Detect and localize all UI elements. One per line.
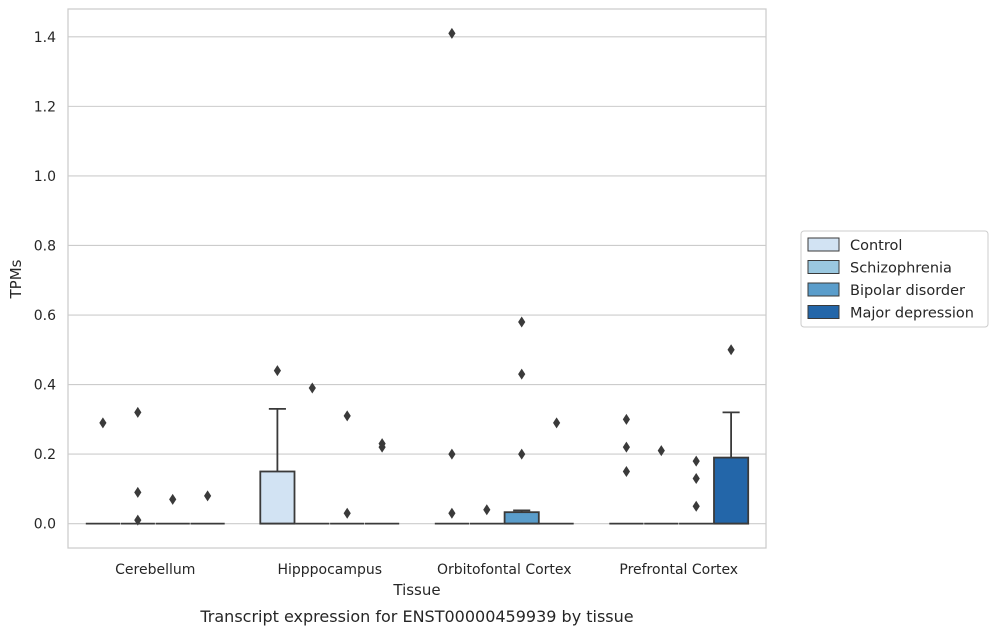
legend: Control Schizophrenia Bipolar disorder Majo…: [800, 230, 989, 328]
outlier-point: [448, 27, 456, 39]
box-control: [434, 27, 470, 525]
outlier-point: [378, 441, 386, 453]
outlier-point: [622, 441, 630, 453]
legend-item: Control: [807, 237, 902, 254]
box-bipolar-disorder: [503, 316, 540, 525]
plot-frame: [67, 8, 767, 549]
legend-item: Bipolar disorder: [807, 282, 965, 299]
legend-swatch: [807, 260, 840, 274]
outlier-point: [343, 507, 351, 519]
box-groups: [85, 27, 750, 526]
x-tick-label: Prefrontal Cortex: [619, 562, 738, 578]
box-body: [259, 470, 296, 525]
y-axis-label: TPMs: [7, 259, 25, 299]
y-tick-label: 0.2: [34, 447, 56, 463]
y-tick-label: 1.0: [34, 169, 56, 185]
outlier-point: [657, 445, 665, 457]
legend-swatch: [807, 282, 840, 297]
legend-swatch: [807, 237, 840, 252]
outlier-point: [483, 504, 491, 516]
outlier-point: [518, 368, 526, 380]
outlier-point: [622, 413, 630, 425]
y-tick-label: 0.0: [34, 517, 56, 533]
legend-label: Major depression: [850, 306, 974, 322]
box-major-depression: [364, 438, 400, 525]
box-schizophrenia: [469, 504, 504, 525]
legend-label: Schizophrenia: [850, 261, 952, 277]
outlier-point: [308, 382, 316, 394]
box-major-depression: [190, 490, 225, 525]
category-group: [259, 365, 400, 525]
legend-frame: [800, 230, 989, 328]
outlier-point: [134, 406, 142, 418]
box-control: [259, 365, 296, 525]
x-tick-label: Hipppocampus: [277, 562, 382, 578]
box-schizophrenia: [295, 382, 330, 525]
outlier-point: [692, 455, 700, 467]
outlier-point: [448, 507, 456, 519]
box-bipolar-disorder: [155, 493, 190, 525]
outlier-point: [134, 514, 142, 526]
y-tick-label: 1.2: [34, 99, 56, 115]
outlier-point: [518, 448, 526, 460]
outlier-point: [169, 493, 177, 505]
outlier-point: [273, 365, 281, 377]
box-control: [85, 417, 121, 525]
chart-caption: Transcript expression for ENST0000045993…: [199, 607, 633, 626]
outlier-point: [518, 316, 526, 328]
box-body: [713, 456, 750, 525]
outlier-point: [204, 490, 212, 502]
y-tick-label: 0.8: [34, 238, 56, 254]
outlier-point: [99, 417, 107, 429]
outlier-point: [134, 486, 142, 498]
grid-lines: [68, 36, 766, 525]
legend-label: Bipolar disorder: [850, 283, 965, 299]
box-body: [503, 511, 540, 525]
category-group: [85, 406, 225, 526]
y-tick-label: 0.4: [34, 378, 56, 394]
outlier-point: [448, 448, 456, 460]
outlier-point: [692, 472, 700, 484]
box-bipolar-disorder: [679, 455, 714, 525]
legend-item: Major depression: [807, 305, 974, 322]
outlier-point: [343, 410, 351, 422]
x-axis-ticks: Cerebellum Hipppocampus Orbitofontal Corte…: [115, 562, 738, 578]
legend-item: Schizophrenia: [807, 260, 952, 277]
legend-label: Control: [850, 238, 902, 254]
y-tick-label: 0.6: [34, 308, 56, 324]
category-group: [434, 27, 574, 525]
box-control: [609, 413, 644, 525]
outlier-point: [553, 417, 561, 429]
box-schizophrenia: [644, 445, 679, 525]
box-schizophrenia: [120, 406, 155, 526]
outlier-point: [622, 465, 630, 477]
y-axis-ticks: 0.0 0.2 0.4 0.6 0.8 1.0 1.2 1.4: [34, 30, 56, 533]
box-major-depression: [713, 344, 750, 525]
x-tick-label: Cerebellum: [115, 562, 195, 578]
x-tick-label: Orbitofontal Cortex: [437, 562, 572, 578]
outlier-point: [727, 344, 735, 356]
y-tick-label: 1.4: [34, 30, 56, 46]
outlier-point: [692, 500, 700, 512]
box-major-depression: [539, 417, 574, 525]
category-group: [609, 344, 750, 525]
x-axis-label: Tissue: [392, 581, 440, 599]
box-bipolar-disorder: [330, 410, 365, 525]
legend-swatch: [807, 305, 840, 319]
